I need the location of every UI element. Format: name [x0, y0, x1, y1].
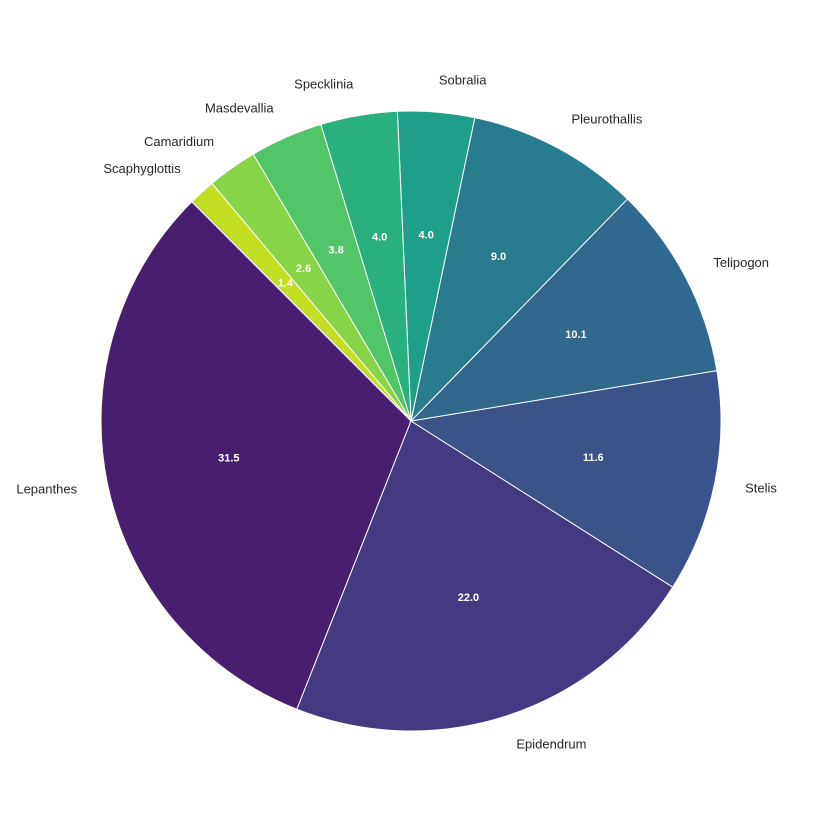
value-label: 31.5: [218, 453, 239, 465]
value-label: 4.0: [419, 230, 434, 242]
pie-slice: [409, 198, 718, 422]
slice-label: Stelis: [745, 481, 777, 496]
pie-slice: [410, 117, 629, 423]
value-label: 22.0: [458, 592, 479, 604]
value-label: 4.0: [372, 232, 387, 244]
slice-label: Telipogon: [713, 255, 769, 270]
slice-label: Scaphyglottis: [103, 161, 181, 176]
slice-label: Camaridium: [144, 134, 214, 149]
pie-slice: [409, 370, 722, 588]
pie-slice: [191, 182, 412, 422]
pie-slice: [100, 201, 412, 710]
slice-label: Sobralia: [439, 73, 487, 88]
value-label: 9.0: [491, 251, 506, 263]
value-label: 11.6: [583, 452, 604, 464]
slice-label: Specklinia: [294, 76, 354, 91]
slice-label: Pleurothallis: [572, 112, 643, 127]
slice-label: Lepanthes: [16, 482, 77, 497]
value-label: 1.4: [278, 278, 294, 290]
value-label: 3.8: [328, 245, 343, 257]
slice-label: Epidendrum: [516, 737, 586, 752]
value-label: 2.6: [296, 263, 311, 275]
pie-slice: [296, 420, 674, 732]
slice-label: Masdevallia: [205, 100, 274, 115]
value-label: 10.1: [565, 329, 586, 341]
